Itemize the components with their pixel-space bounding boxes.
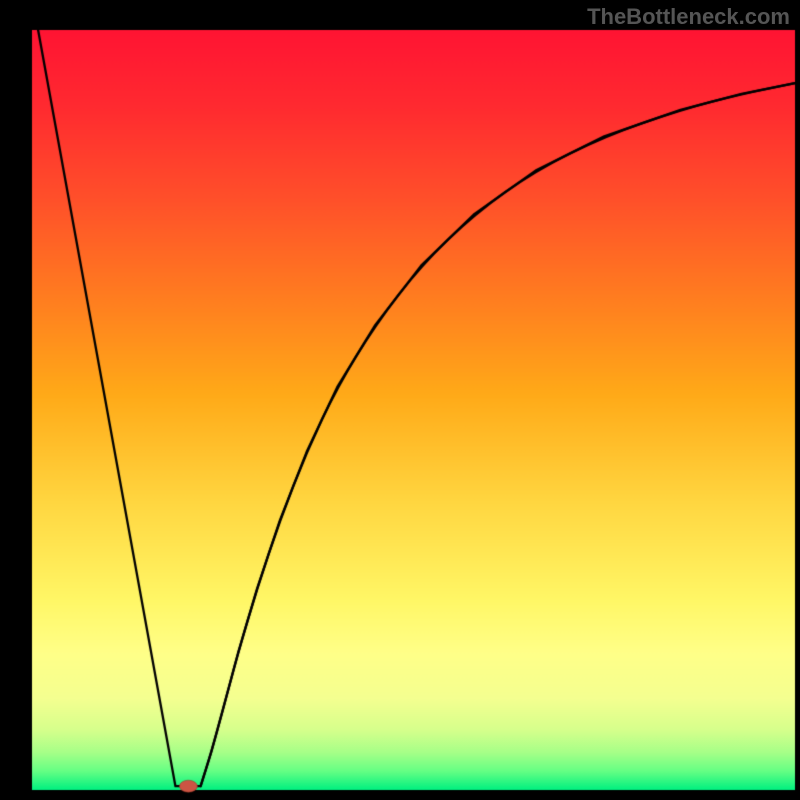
watermark-text: TheBottleneck.com — [587, 4, 790, 30]
bottleneck-chart — [0, 0, 800, 800]
chart-container: TheBottleneck.com — [0, 0, 800, 800]
